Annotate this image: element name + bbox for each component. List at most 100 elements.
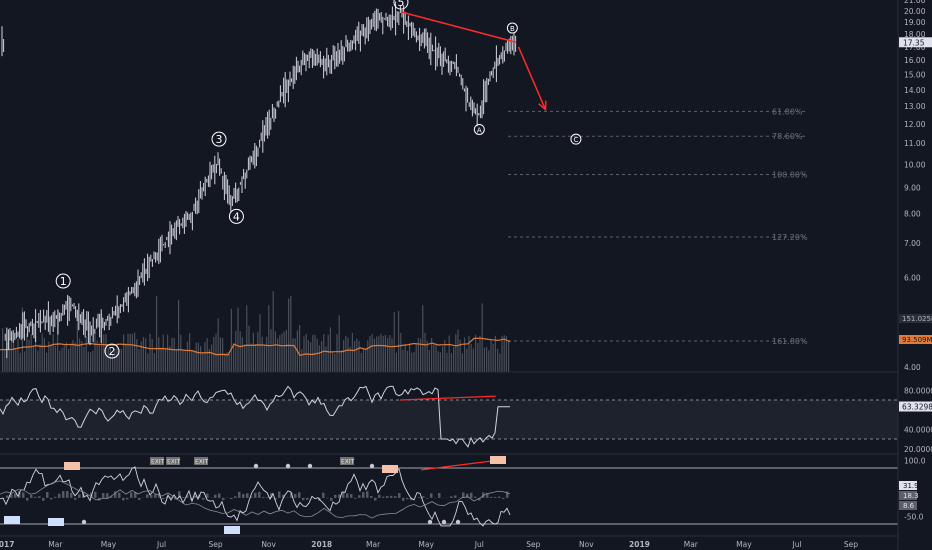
- wave-label-circle: [393, 0, 409, 10]
- osc-histogram-bar: [362, 492, 365, 498]
- osc-histogram-bar: [454, 495, 457, 498]
- volume-bar: [180, 334, 182, 372]
- volume-bar: [37, 350, 39, 372]
- volume-bar: [340, 350, 342, 372]
- volume-bar: [343, 340, 345, 372]
- volume-bar: [41, 333, 43, 372]
- rsi-value-tag: [899, 401, 932, 412]
- volume-bar: [98, 343, 100, 372]
- volume-tag: [899, 314, 932, 323]
- osc-histogram-bar: [258, 491, 261, 498]
- osc-value-label: 18.3: [903, 492, 919, 500]
- volume-bar: [57, 309, 59, 372]
- volume-bar: [268, 305, 270, 372]
- volume-bar: [453, 346, 455, 372]
- volume-bar: [406, 350, 408, 372]
- volume-bar: [413, 351, 415, 372]
- signal-dot: [369, 463, 375, 469]
- volume-bar: [182, 349, 184, 372]
- volume-bar: [288, 298, 290, 372]
- osc-histogram-bar: [470, 492, 473, 498]
- volume-bar: [334, 353, 336, 372]
- osc-histogram-bar: [14, 493, 17, 498]
- osc-histogram-bar: [118, 492, 121, 498]
- wave-label: B: [510, 25, 515, 33]
- osc-histogram-bar: [430, 493, 433, 498]
- volume-bar: [54, 345, 56, 372]
- osc-histogram-bar: [326, 497, 329, 499]
- osc-signal-line: [0, 480, 511, 519]
- osc-histogram-bar: [270, 493, 273, 498]
- osc-histogram-bar: [246, 493, 249, 498]
- volume-bar: [156, 295, 158, 372]
- x-tick-label: Mar: [366, 540, 381, 549]
- volume-bar: [224, 353, 226, 372]
- volume-bar: [360, 353, 362, 372]
- volume-bar: [274, 331, 276, 372]
- volume-bar: [162, 334, 164, 372]
- osc-histogram-bar: [194, 495, 197, 498]
- volume-bar: [371, 334, 373, 372]
- osc-histogram-bar: [26, 497, 29, 501]
- volume-bar: [13, 340, 15, 372]
- x-tick-label: Jul: [474, 540, 484, 549]
- volume-bar: [329, 327, 331, 372]
- volume-bar: [191, 349, 193, 372]
- volume-bar: [433, 344, 435, 372]
- osc-histogram-bar: [474, 496, 477, 498]
- osc-histogram-bar: [202, 497, 205, 500]
- volume-bar: [160, 348, 162, 372]
- volume-bar: [213, 336, 215, 372]
- volume-bar: [153, 353, 155, 372]
- osc-histogram-bar: [54, 496, 57, 498]
- volume-bar: [61, 347, 63, 372]
- volume-bar: [87, 351, 89, 372]
- osc-histogram-bar: [6, 495, 9, 498]
- trendline: [400, 11, 517, 43]
- volume-bar: [48, 341, 50, 372]
- volume-bar: [158, 337, 160, 372]
- volume-bar: [15, 348, 17, 372]
- volume-bar: [290, 295, 292, 372]
- volume-bar: [301, 349, 303, 372]
- osc-tick-label: 100.0: [904, 457, 926, 466]
- osc-histogram-bar: [378, 494, 381, 498]
- volume-bar: [321, 341, 323, 372]
- osc-histogram-bar: [294, 493, 297, 498]
- volume-bar: [127, 333, 129, 372]
- volume-bar: [283, 331, 285, 372]
- volume-bar: [316, 338, 318, 372]
- osc-histogram-bar: [302, 497, 305, 501]
- volume-bar: [497, 348, 499, 372]
- osc-histogram-bar: [178, 491, 181, 498]
- volume-bar: [279, 335, 281, 372]
- exit-signal-label: EXIT: [195, 459, 209, 466]
- price-tick-label: 12.00: [904, 120, 926, 129]
- volume-bar: [233, 343, 235, 372]
- osc-histogram-bar: [230, 497, 233, 500]
- volume-bar: [332, 351, 334, 372]
- volume-bar: [136, 339, 138, 372]
- volume-bar: [272, 291, 274, 372]
- price-tick-label: 4.00: [904, 363, 921, 372]
- volume-bar: [17, 338, 19, 372]
- volume-bar: [501, 336, 503, 372]
- volume-bar: [437, 351, 439, 372]
- volume-bar: [211, 344, 213, 372]
- volume-bar: [457, 329, 459, 372]
- price-tick-label: 15.00: [904, 70, 926, 79]
- osc-histogram-bar: [398, 493, 401, 498]
- volume-bar: [483, 347, 485, 372]
- volume-bar: [68, 348, 70, 372]
- volume-bar: [52, 334, 54, 372]
- volume-bar: [250, 343, 252, 372]
- osc-histogram-bar: [42, 497, 45, 501]
- volume-bar: [109, 348, 111, 372]
- osc-histogram-bar: [486, 493, 489, 498]
- volume-bar: [358, 340, 360, 372]
- volume-bar: [90, 352, 92, 372]
- volume-bar: [259, 313, 261, 372]
- volume-bar: [479, 335, 481, 372]
- volume-bar: [92, 350, 94, 372]
- osc-histogram-bar: [354, 497, 357, 499]
